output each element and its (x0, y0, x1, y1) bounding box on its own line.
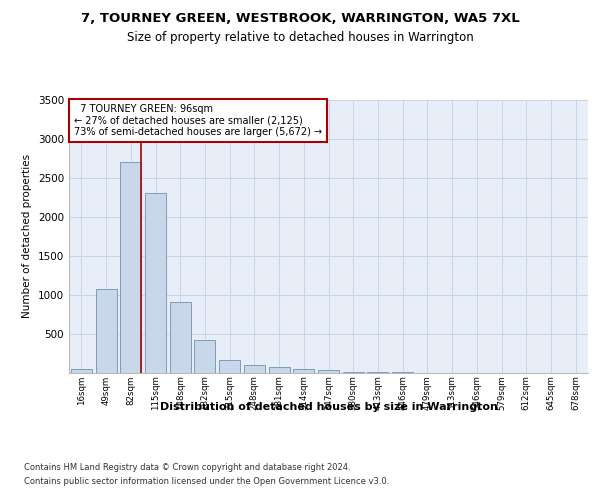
Bar (318, 370, 339, 372)
Bar (95, 289, 116, 372)
Bar (269, 368, 290, 372)
Text: Distribution of detached houses by size in Warrington: Distribution of detached houses by size … (160, 402, 498, 412)
Bar (170, 302, 191, 372)
Text: Contains public sector information licensed under the Open Government Licence v3: Contains public sector information licen… (24, 478, 389, 486)
Bar (71, 368, 92, 372)
Y-axis label: Number of detached properties: Number of detached properties (22, 154, 32, 318)
Bar (120, 162, 141, 372)
Bar (145, 194, 166, 372)
Text: Size of property relative to detached houses in Warrington: Size of property relative to detached ho… (127, 31, 473, 44)
Text: 7 TOURNEY GREEN: 96sqm
← 27% of detached houses are smaller (2,125)
73% of semi-: 7 TOURNEY GREEN: 96sqm ← 27% of detached… (74, 104, 322, 138)
Bar (219, 360, 240, 372)
Bar (293, 369, 314, 372)
Bar (194, 340, 215, 372)
Bar (244, 364, 265, 372)
Text: Contains HM Land Registry data © Crown copyright and database right 2024.: Contains HM Land Registry data © Crown c… (24, 462, 350, 471)
Text: 7, TOURNEY GREEN, WESTBROOK, WARRINGTON, WA5 7XL: 7, TOURNEY GREEN, WESTBROOK, WARRINGTON,… (80, 12, 520, 26)
